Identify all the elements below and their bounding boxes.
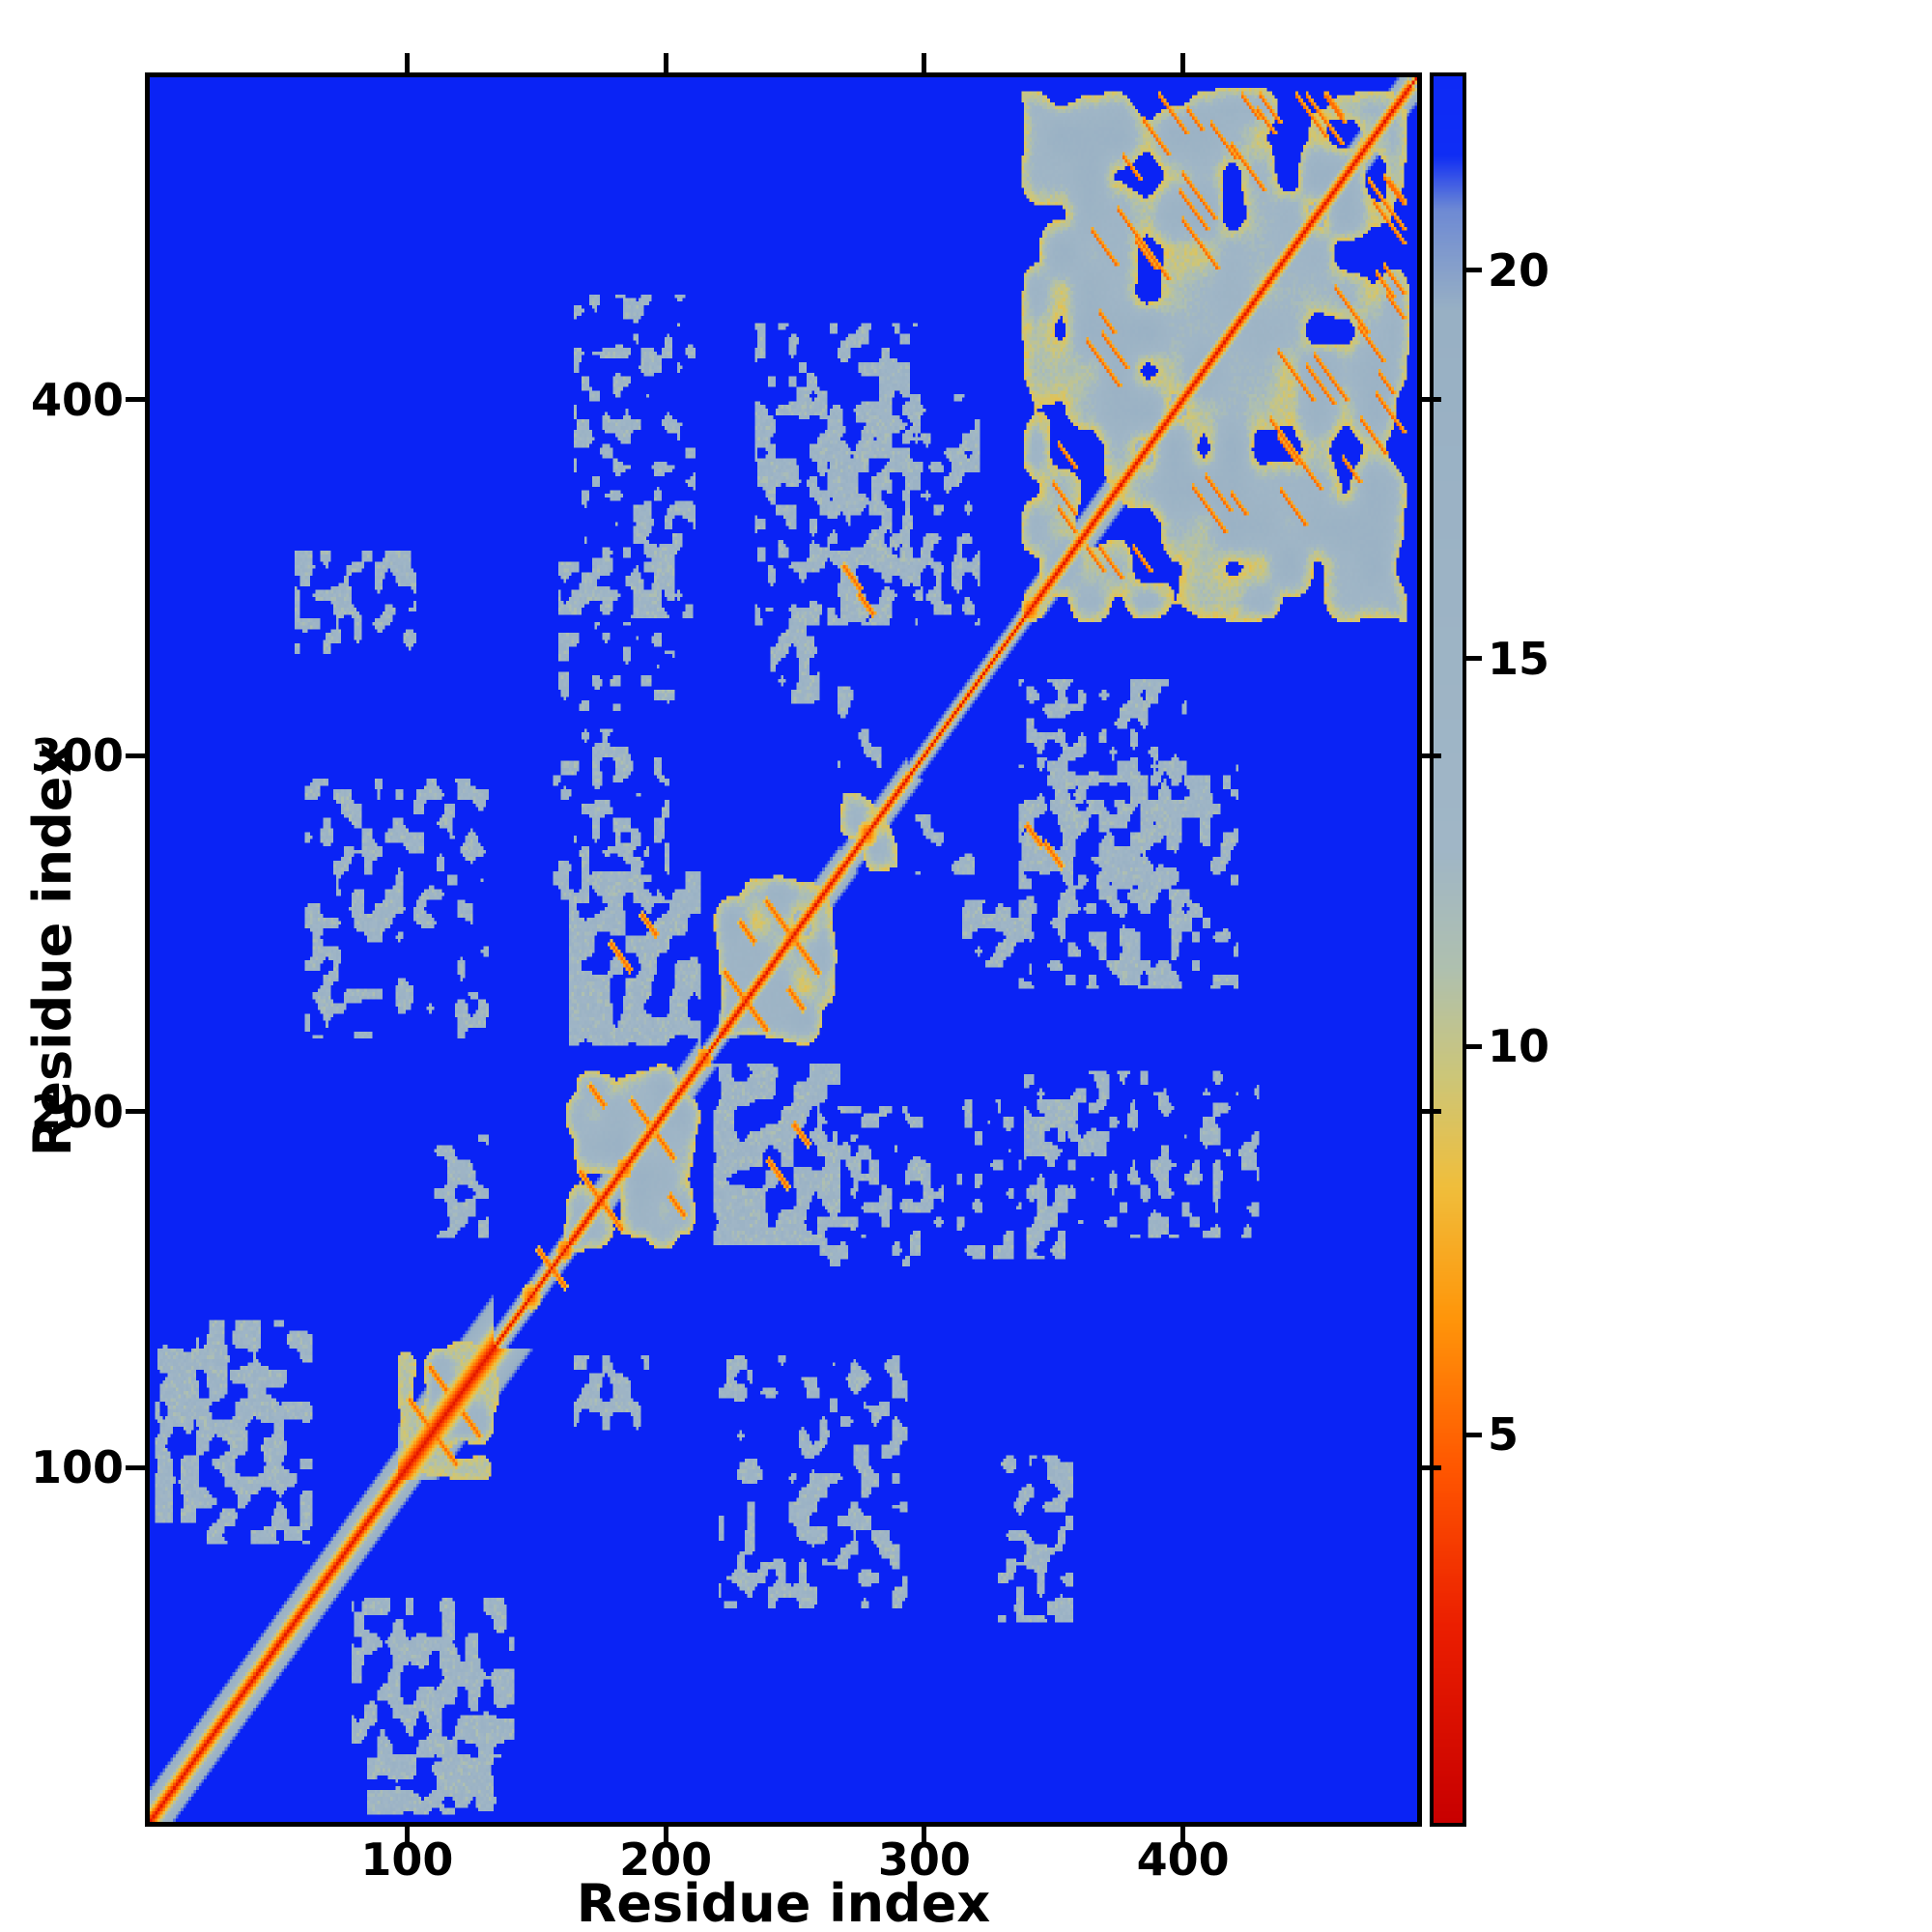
colorbar-tick-mark [1466,1432,1482,1437]
y-tick-mark-right [1422,1109,1441,1115]
colorbar-tick-label: 10 [1488,1020,1550,1073]
x-tick-mark-bottom [663,1827,668,1846]
x-tick-mark-bottom [922,1827,927,1846]
x-tick-label: 300 [877,1833,971,1886]
y-tick-label: 400 [30,373,124,426]
x-axis-title: Residue index [576,1873,991,1932]
colorbar-canvas [1434,76,1463,1823]
x-tick-mark-bottom [1180,1827,1186,1846]
y-tick-mark-right [1422,753,1441,758]
y-tick-mark-left [126,753,145,758]
x-tick-mark-top [1180,53,1186,72]
x-tick-mark-bottom [404,1827,410,1846]
y-tick-mark-left [126,1109,145,1115]
x-tick-label: 400 [1136,1833,1230,1886]
colorbar-tick-label: 15 [1488,632,1550,685]
plot-area [145,72,1422,1827]
x-tick-mark-top [922,53,927,72]
y-tick-label: 200 [30,1085,124,1138]
colorbar-tick-mark [1466,268,1482,273]
x-tick-label: 200 [619,1833,713,1886]
y-tick-mark-left [126,1464,145,1470]
colorbar-tick-mark [1466,656,1482,662]
x-tick-mark-top [663,53,668,72]
y-tick-label: 300 [30,729,124,782]
y-tick-mark-left [126,397,145,403]
colorbar [1430,72,1466,1827]
y-tick-label: 100 [30,1441,124,1494]
x-tick-label: 100 [360,1833,454,1886]
heatmap-canvas [150,77,1417,1822]
x-tick-mark-top [404,53,410,72]
y-tick-mark-right [1422,397,1441,403]
colorbar-tick-mark [1466,1043,1482,1049]
y-axis-title: Residue index [22,742,83,1157]
colorbar-tick-label: 20 [1488,243,1550,297]
colorbar-tick-label: 5 [1488,1408,1520,1462]
y-tick-mark-right [1422,1464,1441,1470]
